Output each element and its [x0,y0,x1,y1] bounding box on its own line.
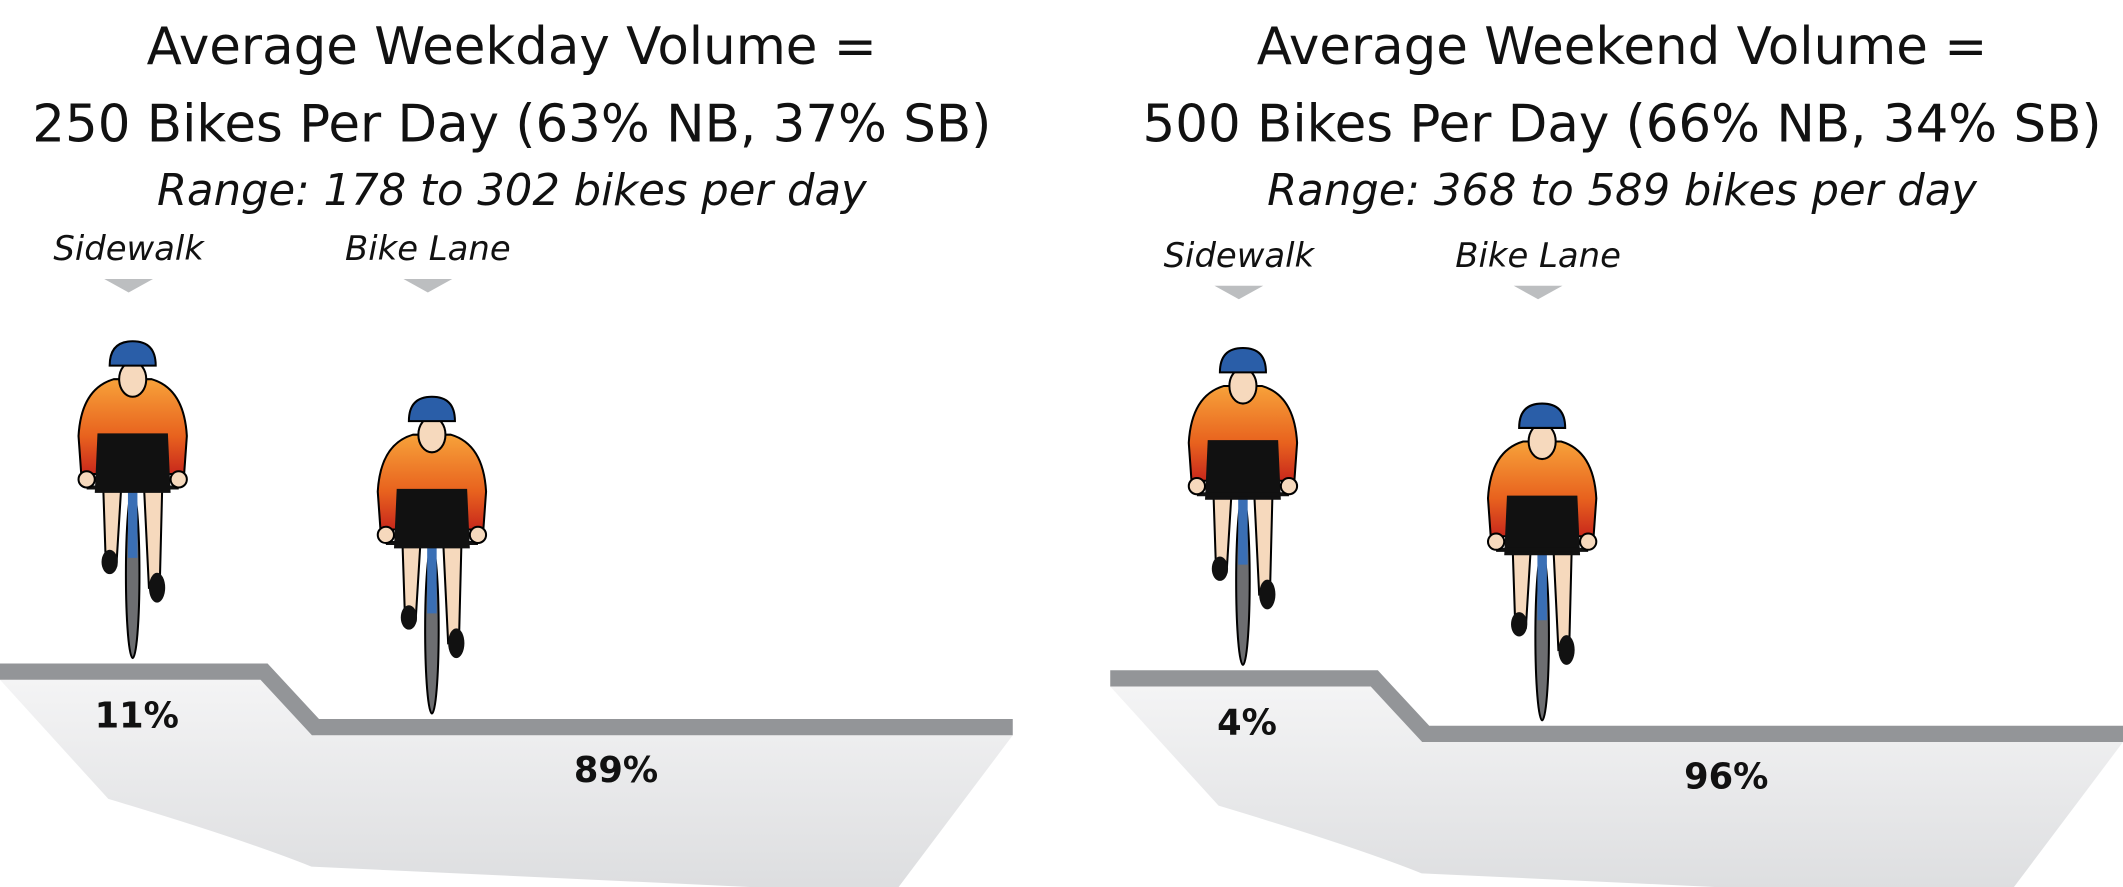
hand [1189,478,1205,494]
shoe [1558,635,1574,665]
location-label: Bike Lane [1455,236,1621,275]
leg [1553,539,1572,650]
title-line: 250 Bikes Per Day (63% NB, 37% SB) [32,94,991,154]
title-line: Average Weekend Volume = [1257,17,1988,77]
shoe [1259,580,1275,610]
cyclist [1189,348,1297,665]
leg [1254,483,1273,594]
location-label: Sidewalk [1164,236,1316,275]
panel: Average Weekend Volume = 500 Bikes Per Da… [1110,17,2123,887]
hand [1488,534,1504,550]
page: Average Weekday Volume = 250 Bikes Per Da… [0,0,2123,887]
shorts [1504,496,1580,556]
face [1529,424,1556,459]
cyclist [1488,404,1596,721]
helmet [409,397,455,421]
leg [443,532,462,643]
face [418,417,445,452]
cyclist [79,341,187,658]
shoe [401,605,417,629]
panel: Average Weekday Volume = 250 Bikes Per Da… [0,17,1013,887]
leg [144,477,163,588]
hand [171,471,187,487]
location-label: Sidewalk [53,229,205,268]
pointer [1514,286,1563,300]
hand [378,527,394,543]
pointer [403,279,452,293]
title-line: 500 Bikes Per Day (66% NB, 34% SB) [1143,94,2102,154]
pointer [104,279,153,293]
cyclist [378,397,486,714]
shorts [394,489,470,549]
helmet [110,341,156,365]
infographic: Average Weekday Volume = 250 Bikes Per Da… [0,0,2123,887]
face [119,362,146,397]
share-label: 4% [1217,702,1277,743]
helmet [1220,348,1266,372]
shorts [1205,440,1281,500]
shorts [95,433,171,493]
pointer [1214,286,1263,300]
shoe [102,550,118,574]
hand [470,527,486,543]
shoe [448,628,464,658]
shoe [1511,612,1527,636]
shoe [1212,557,1228,581]
share-label: 89% [574,750,658,791]
share-label: 96% [1684,757,1768,798]
location-label: Bike Lane [345,229,511,268]
helmet [1519,404,1565,428]
range-text: Range: 178 to 302 bikes per day [157,166,868,216]
title-line: Average Weekday Volume = [147,17,877,77]
share-label: 11% [95,696,179,737]
shoe [149,573,165,603]
range-text: Range: 368 to 589 bikes per day [1267,166,1978,216]
hand [1580,534,1596,550]
hand [79,471,95,487]
face [1229,368,1256,403]
hand [1281,478,1297,494]
